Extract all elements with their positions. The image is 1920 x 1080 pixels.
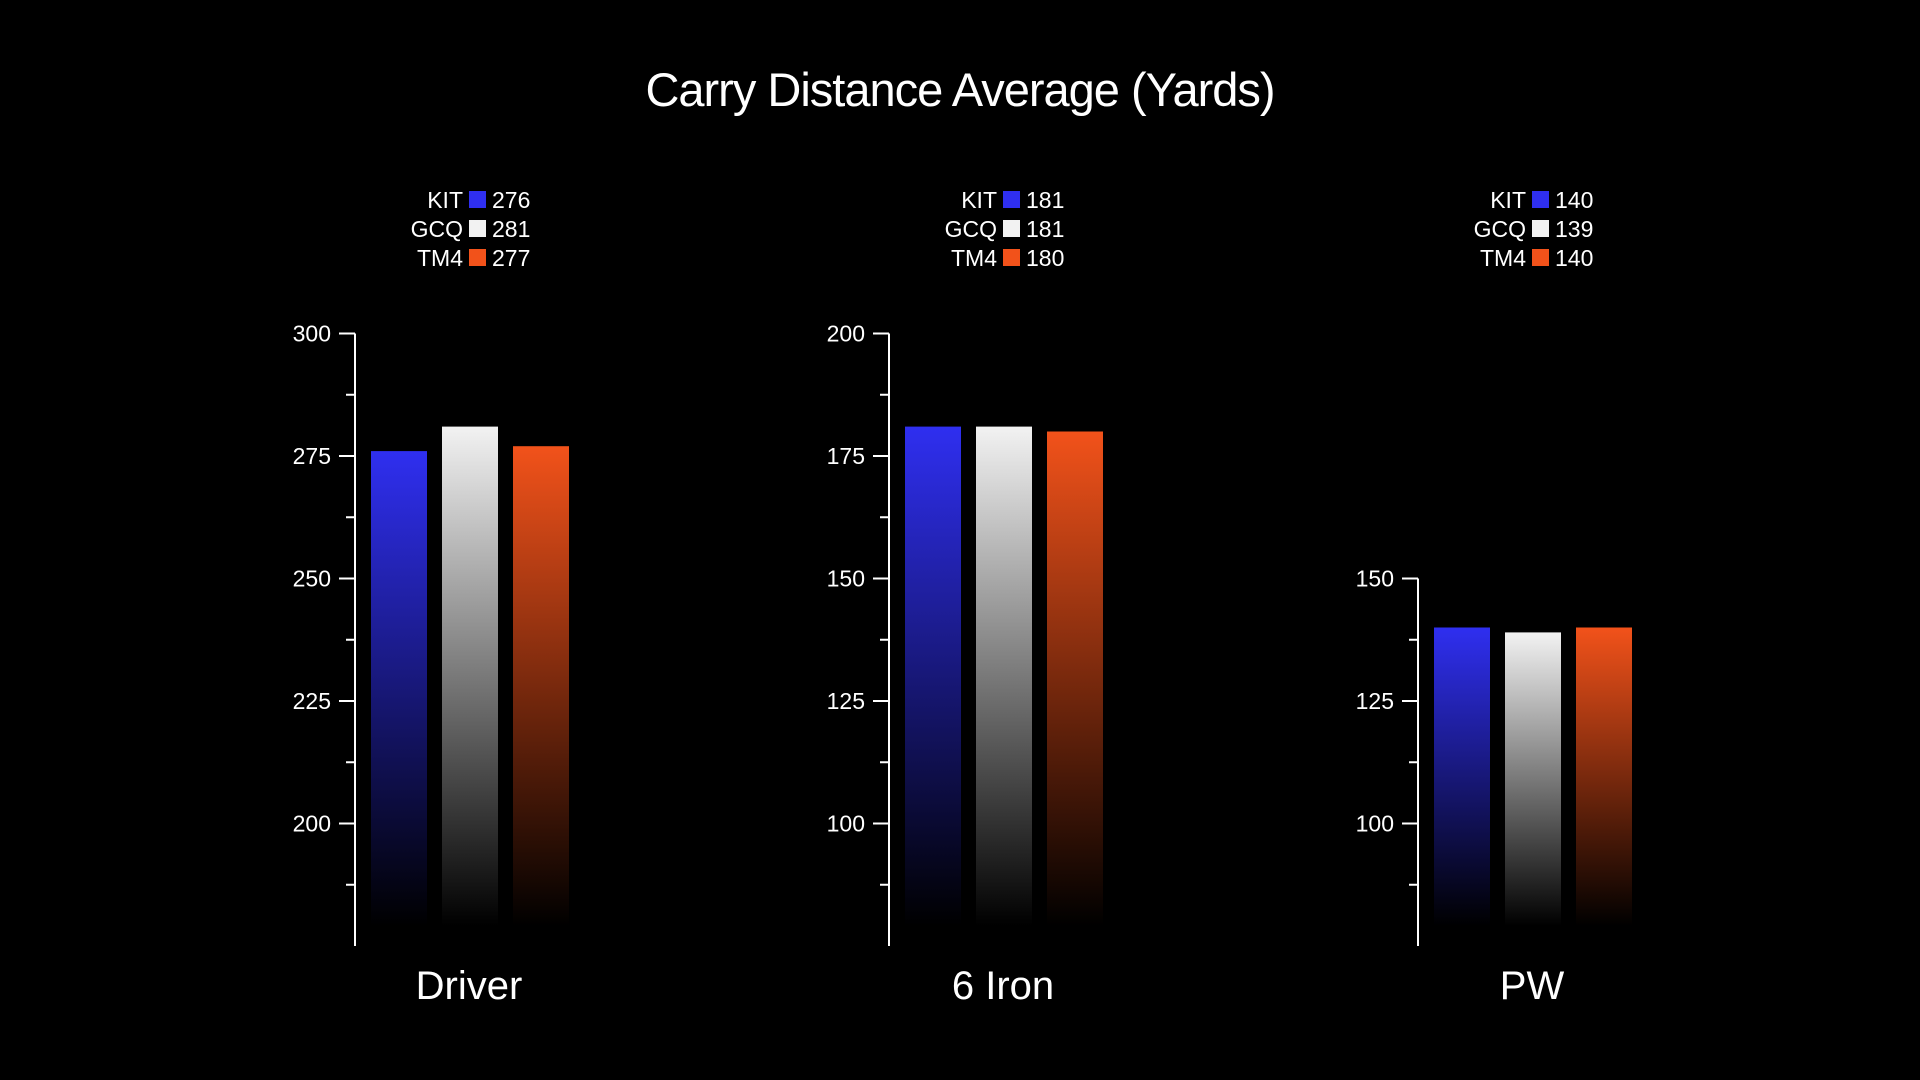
legend-label: GCQ bbox=[945, 216, 997, 242]
y-tick-label: 100 bbox=[827, 811, 865, 837]
legend-label: TM4 bbox=[951, 245, 997, 271]
legend-swatch bbox=[469, 249, 486, 266]
legend-value: 276 bbox=[492, 187, 530, 213]
bar-gcq bbox=[976, 426, 1032, 926]
legend-value: 140 bbox=[1555, 187, 1593, 213]
legend-label: TM4 bbox=[1480, 245, 1526, 271]
y-tick-label: 225 bbox=[293, 688, 331, 714]
legend-swatch bbox=[1532, 191, 1549, 208]
legend-label: GCQ bbox=[1474, 216, 1526, 242]
legend-value: 180 bbox=[1026, 245, 1064, 271]
legend-swatch bbox=[469, 220, 486, 237]
legend-value: 140 bbox=[1555, 245, 1593, 271]
legend-swatch bbox=[1003, 249, 1020, 266]
y-tick-label: 150 bbox=[1356, 566, 1394, 592]
chart-title: Carry Distance Average (Yards) bbox=[645, 63, 1275, 116]
legend-swatch bbox=[469, 191, 486, 208]
legend-value: 277 bbox=[492, 245, 530, 271]
legend-value: 181 bbox=[1026, 187, 1064, 213]
category-label: Driver bbox=[416, 964, 523, 1008]
legend-swatch bbox=[1003, 220, 1020, 237]
chart-2: 100 125 150 KIT 140 GCQ 139 TM4 140 PW bbox=[1356, 187, 1632, 1008]
bar-kit bbox=[1434, 627, 1490, 926]
chart-1: 100 125 150 175 200 KIT 181 GCQ 181 TM4 180 6 Iron bbox=[827, 187, 1103, 1008]
y-tick-label: 175 bbox=[827, 443, 865, 469]
y-tick-label: 125 bbox=[827, 688, 865, 714]
y-tick-label: 300 bbox=[293, 321, 331, 347]
y-tick-label: 200 bbox=[293, 811, 331, 837]
y-tick-label: 100 bbox=[1356, 811, 1394, 837]
bar-gcq bbox=[1505, 632, 1561, 926]
y-tick-label: 275 bbox=[293, 443, 331, 469]
legend-label: GCQ bbox=[411, 216, 463, 242]
category-label: PW bbox=[1500, 964, 1565, 1008]
legend-swatch bbox=[1532, 220, 1549, 237]
bar-kit bbox=[905, 426, 961, 926]
chart-0: 200 225 250 275 300 KIT 276 GCQ 281 TM4 277 Driver bbox=[293, 187, 569, 1008]
legend-value: 139 bbox=[1555, 216, 1593, 242]
y-tick-label: 250 bbox=[293, 566, 331, 592]
legend-label: KIT bbox=[961, 187, 997, 213]
bar-gcq bbox=[442, 426, 498, 926]
legend-swatch bbox=[1003, 191, 1020, 208]
legend-label: KIT bbox=[427, 187, 463, 213]
bar-kit bbox=[371, 451, 427, 926]
bar-tm4 bbox=[1047, 431, 1103, 926]
legend-label: KIT bbox=[1490, 187, 1526, 213]
bar-tm4 bbox=[1576, 627, 1632, 926]
legend-value: 281 bbox=[492, 216, 530, 242]
y-tick-label: 200 bbox=[827, 321, 865, 347]
y-tick-label: 150 bbox=[827, 566, 865, 592]
bar-tm4 bbox=[513, 446, 569, 926]
legend-value: 181 bbox=[1026, 216, 1064, 242]
legend-swatch bbox=[1532, 249, 1549, 266]
legend-label: TM4 bbox=[417, 245, 463, 271]
y-tick-label: 125 bbox=[1356, 688, 1394, 714]
category-label: 6 Iron bbox=[952, 964, 1054, 1008]
